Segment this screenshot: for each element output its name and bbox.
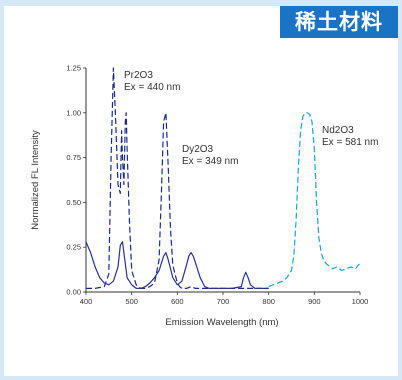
y-tick-label: 0.75 <box>66 153 81 162</box>
y-tick-label: 0.00 <box>66 288 81 297</box>
x-tick-label: 800 <box>262 297 275 306</box>
y-axis-label: Normalized FL Intensity <box>30 130 41 230</box>
series-line-dy2o3 <box>86 241 269 289</box>
annotation-label: Ex = 440 nm <box>124 82 180 93</box>
annotation-label: Dy2O3 <box>182 144 214 155</box>
series-line-pr2o3 <box>86 67 269 289</box>
y-tick-label: 1.00 <box>66 108 81 117</box>
y-axis: 0.00 0.25 0.50 0.75 1.00 1.25 <box>66 64 87 297</box>
x-axis-label: Emission Wavelength (nm) <box>165 317 278 328</box>
plot-area <box>86 67 360 289</box>
x-axis: 400 500 600 700 800 900 1000 <box>80 291 369 306</box>
category-banner: 稀土材料 <box>280 6 398 38</box>
x-tick-label: 900 <box>308 297 321 306</box>
y-tick-label: 0.25 <box>66 243 81 252</box>
series-line-nd2o3 <box>268 112 360 288</box>
y-tick-label: 0.50 <box>66 198 81 207</box>
x-tick-label: 700 <box>217 297 230 306</box>
annotation-label: Pr2O3 <box>124 70 153 81</box>
annotation-label: Ex = 349 nm <box>182 156 238 167</box>
x-tick-label: 1000 <box>352 297 369 306</box>
x-tick-label: 400 <box>80 297 93 306</box>
annotation-label: Ex = 581 nm <box>322 137 378 148</box>
y-tick-label: 1.25 <box>66 64 81 73</box>
x-tick-label: 500 <box>125 297 138 306</box>
annotation-label: Nd2O3 <box>322 125 354 136</box>
x-tick-label: 600 <box>171 297 184 306</box>
